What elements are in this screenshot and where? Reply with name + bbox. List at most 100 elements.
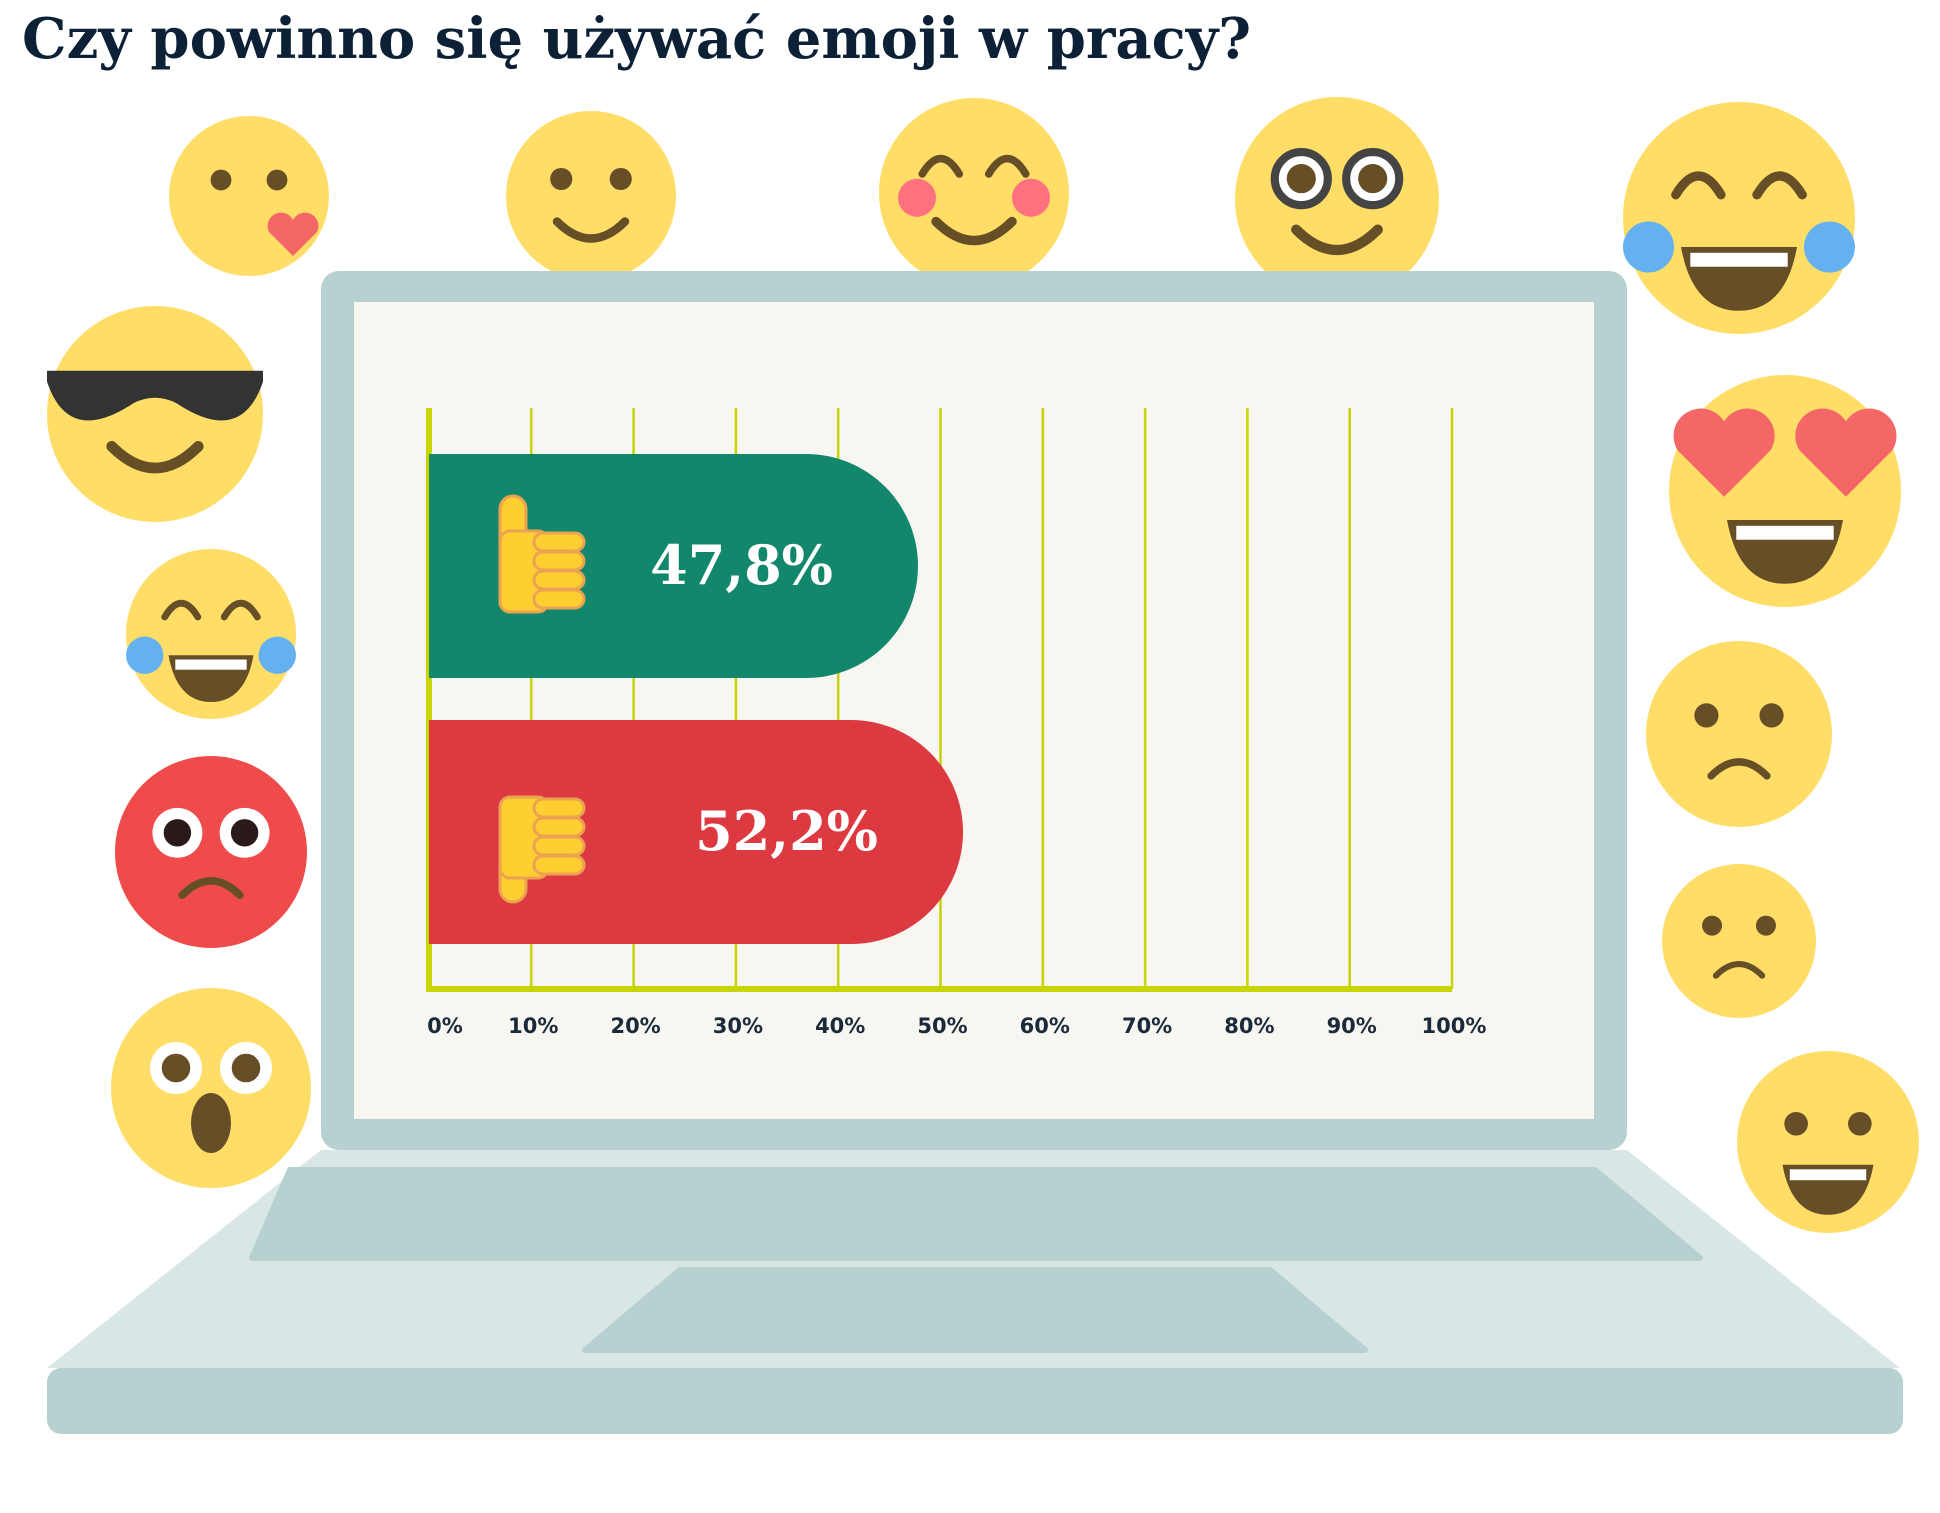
value-label: 47,8%: [650, 533, 833, 597]
bar: [429, 720, 964, 944]
emoji-teeth: [1690, 252, 1788, 267]
emoji-eye: [1358, 164, 1388, 194]
emoji-mouth: [191, 1093, 231, 1153]
thumb-knuckle: [532, 569, 586, 591]
bar: [429, 454, 918, 678]
emoji: [1737, 1051, 1919, 1233]
emoji-eye: [1702, 915, 1723, 936]
emoji: [1646, 641, 1832, 827]
thumb-knuckle: [532, 835, 586, 857]
emoji-mouth: [106, 441, 204, 474]
emoji-teeth: [1736, 525, 1834, 540]
emoji: [111, 988, 311, 1188]
thumb-knuckle: [532, 854, 586, 876]
emoji-mouth: [1291, 224, 1383, 255]
x-tick-label: 100%: [1422, 1014, 1487, 1038]
emoji-eye: [918, 154, 964, 178]
emoji-tear: [1623, 221, 1675, 273]
laptop-front: [47, 1368, 1903, 1434]
x-tick-label: 70%: [1122, 1014, 1172, 1038]
emoji-eye: [984, 154, 1030, 178]
emoji-eye: [1848, 1111, 1872, 1136]
emoji: [1662, 864, 1816, 1018]
emoji-heart: [1795, 408, 1897, 497]
thumb-icon: [498, 795, 586, 904]
emoji: [169, 116, 329, 276]
emoji: [1623, 102, 1855, 334]
emoji-tear: [126, 636, 164, 674]
thumb-knuckle: [532, 797, 586, 819]
laptop-keyboard: [249, 1167, 1703, 1261]
emoji-face: [1235, 97, 1439, 301]
emoji: [115, 756, 307, 948]
emoji: [506, 111, 676, 281]
emoji-eye: [161, 1053, 191, 1083]
emoji-tear: [258, 636, 296, 674]
emoji-cheek: [1012, 178, 1050, 217]
value-label: 52,2%: [695, 799, 878, 863]
emoji-face: [169, 116, 329, 276]
emoji-mouth: [931, 216, 1017, 246]
emoji: [1669, 375, 1901, 607]
emoji-face: [111, 988, 311, 1188]
emoji-cheek: [898, 178, 936, 217]
emoji: [47, 306, 263, 522]
emoji-eye: [1694, 703, 1719, 728]
emoji-eye: [1759, 703, 1784, 728]
emoji-glasses: [47, 370, 263, 421]
emoji-face: [506, 111, 676, 281]
emoji-face: [1646, 641, 1832, 827]
emoji-eye: [1752, 171, 1807, 200]
laptop-touchpad: [582, 1267, 1368, 1353]
emoji-teeth: [175, 659, 247, 670]
emoji-eye: [550, 167, 573, 191]
emoji-face: [1737, 1051, 1919, 1233]
emoji-face: [126, 549, 296, 719]
x-tick-label: 90%: [1327, 1014, 1377, 1038]
chart-title: Czy powinno się używać emoji w pracy?: [22, 6, 1251, 72]
emoji-teeth: [1789, 1169, 1867, 1181]
x-tick-label: 30%: [713, 1014, 763, 1038]
x-tick-label: 50%: [917, 1014, 967, 1038]
x-tick-label: 0%: [427, 1014, 463, 1038]
x-tick-label: 40%: [815, 1014, 865, 1038]
emoji-mouth: [1707, 758, 1771, 780]
plot: 0% 10% 20% 30% 40% 50% 60% 70% 80% 90% 100% 47,8% 52…: [426, 408, 1486, 1038]
emoji-eye: [231, 1053, 261, 1083]
x-tick-label: 60%: [1020, 1014, 1070, 1038]
emoji-decoration: [47, 97, 1919, 1233]
thumb-knuckle: [532, 588, 586, 610]
emoji-mouth: [552, 217, 630, 243]
thumb-knuckle: [532, 550, 586, 572]
emoji-eye: [1755, 915, 1776, 936]
emoji-tear: [1803, 221, 1855, 273]
emoji-eye: [210, 169, 232, 191]
emoji: [879, 98, 1069, 288]
emoji-eye: [1784, 1111, 1808, 1136]
emoji: [126, 549, 296, 719]
emoji-face: [115, 756, 307, 948]
emoji-mouth: [178, 877, 244, 900]
emoji-face: [47, 306, 263, 522]
emoji-mouth: [1712, 961, 1766, 979]
emoji-eye: [1671, 171, 1726, 200]
emoji: [1235, 97, 1439, 301]
emoji-eye: [1286, 164, 1316, 194]
emoji-heart: [1673, 408, 1775, 497]
emoji-eye: [220, 599, 261, 621]
x-tick-label: 10%: [508, 1014, 558, 1038]
thumb-knuckle: [532, 816, 586, 838]
emoji-eye: [609, 167, 632, 191]
emoji-eye: [163, 819, 192, 847]
x-tick-label: 80%: [1224, 1014, 1274, 1038]
emoji-face: [1662, 864, 1816, 1018]
emoji-face: [879, 98, 1069, 288]
thumb-knuckle: [532, 531, 586, 553]
laptop-screen: [354, 302, 1594, 1119]
x-tick-label: 20%: [610, 1014, 660, 1038]
emoji-eye: [230, 819, 259, 847]
emoji-face: [1623, 102, 1855, 334]
emoji-eye: [161, 599, 202, 621]
emoji-eye: [266, 169, 288, 191]
